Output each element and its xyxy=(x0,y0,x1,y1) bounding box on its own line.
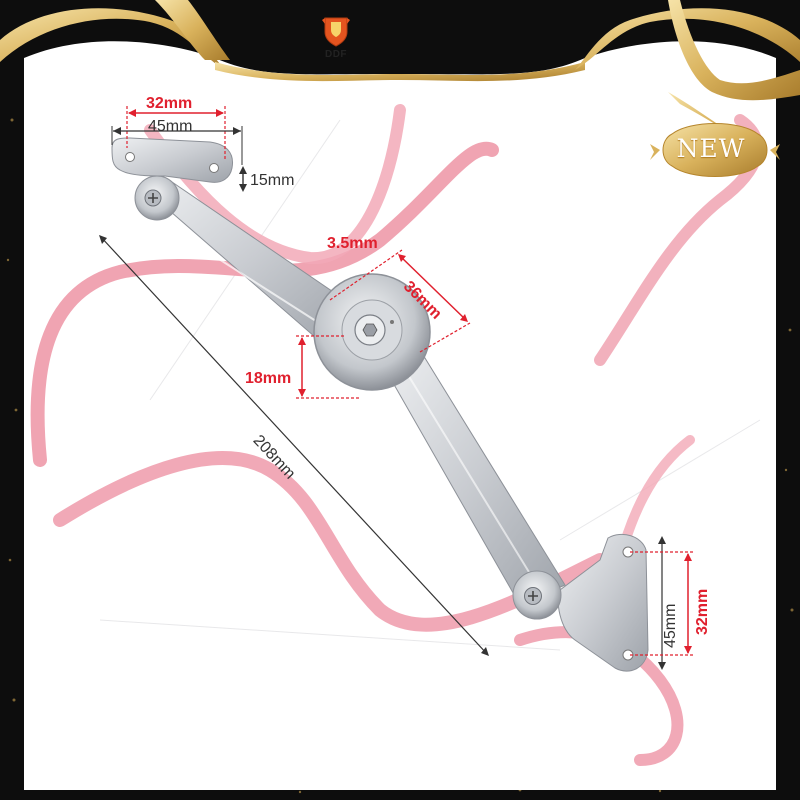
bottom-hole-spacing-label: 32mm xyxy=(694,588,711,635)
brand-logo: DDF xyxy=(313,12,359,60)
crest-icon xyxy=(322,17,350,47)
new-badge: NEW xyxy=(654,120,768,182)
arm-thickness-label: 3.5mm xyxy=(327,235,378,252)
dimension-lines xyxy=(99,106,695,670)
top-hole-spacing-label: 32mm xyxy=(146,95,193,112)
central-pivot xyxy=(313,273,431,391)
gold-ribbon-decoration xyxy=(0,0,800,150)
bottom-width-label: 45mm xyxy=(662,603,679,648)
pivot-height-label: 18mm xyxy=(245,370,292,387)
new-badge-shape xyxy=(650,123,780,177)
glitter-sparkles xyxy=(6,118,794,794)
top-width-label: 45mm xyxy=(148,118,193,135)
top-height-label: 15mm xyxy=(250,172,295,189)
top-mounting-bracket xyxy=(111,137,234,183)
bottom-mounting-bracket xyxy=(512,534,649,672)
new-badge-text: NEW xyxy=(676,134,746,163)
brand-name: DDF xyxy=(324,49,348,60)
